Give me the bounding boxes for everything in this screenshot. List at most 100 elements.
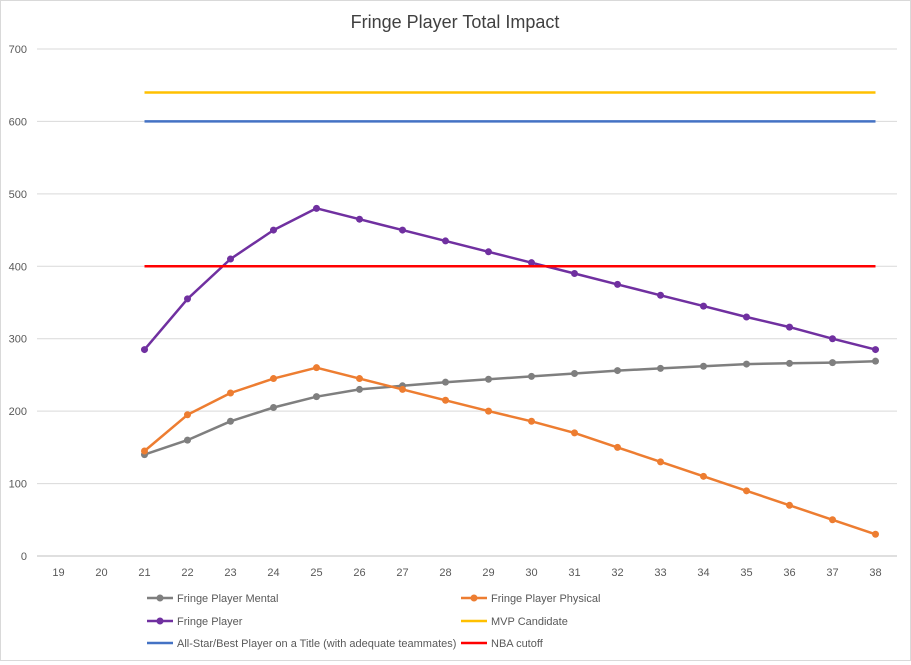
data-point — [356, 375, 363, 383]
x-tick-label: 25 — [310, 567, 322, 579]
data-point — [872, 346, 879, 354]
data-point — [571, 369, 578, 377]
data-point — [657, 291, 664, 299]
data-point — [872, 530, 879, 538]
data-point — [657, 458, 664, 466]
series-line — [143, 207, 876, 351]
legend-entry: Fringe Player Mental — [147, 593, 279, 605]
data-point — [227, 417, 234, 425]
data-point — [270, 226, 277, 234]
y-tick-label: 0 — [21, 551, 27, 563]
series-line — [143, 366, 876, 536]
y-tick-label: 500 — [9, 189, 27, 201]
data-point — [657, 364, 664, 372]
data-point — [227, 255, 234, 263]
legend-entry: Fringe Player Physical — [461, 593, 600, 605]
data-point — [700, 472, 707, 480]
x-tick-label: 37 — [826, 567, 838, 579]
x-tick-label: 34 — [697, 567, 709, 579]
x-tick-label: 32 — [611, 567, 623, 579]
legend-entry: NBA cutoff — [461, 638, 544, 650]
data-point — [485, 248, 492, 256]
x-tick-label: 31 — [568, 567, 580, 579]
data-point — [614, 443, 621, 451]
data-point — [356, 385, 363, 393]
data-point — [141, 346, 148, 354]
legend-entry: MVP Candidate — [461, 616, 568, 628]
data-point — [184, 295, 191, 303]
y-tick-label: 100 — [9, 479, 27, 491]
data-point — [442, 378, 449, 386]
data-point — [614, 367, 621, 375]
x-tick-label: 38 — [869, 567, 881, 579]
data-point — [571, 270, 578, 278]
y-tick-label: 300 — [9, 334, 27, 346]
legend-marker — [470, 594, 478, 602]
x-tick-label: 36 — [783, 567, 795, 579]
data-point — [829, 359, 836, 367]
data-point — [528, 259, 535, 267]
x-tick-label: 24 — [267, 567, 279, 579]
data-point — [786, 359, 793, 367]
y-tick-label: 200 — [9, 406, 27, 418]
x-tick-label: 20 — [95, 567, 107, 579]
data-point — [227, 389, 234, 397]
data-point — [485, 375, 492, 383]
legend-label: Fringe Player Physical — [491, 593, 600, 605]
data-point — [743, 360, 750, 368]
data-point — [270, 375, 277, 383]
data-point — [485, 407, 492, 415]
legend-label: Fringe Player — [177, 616, 243, 628]
legend: Fringe Player Mental Fringe Player Physic… — [147, 593, 600, 650]
x-tick-label: 28 — [439, 567, 451, 579]
data-point — [313, 393, 320, 401]
data-point — [700, 362, 707, 370]
data-point — [614, 280, 621, 288]
legend-entry: Fringe Player — [147, 616, 243, 628]
x-tick-label: 33 — [654, 567, 666, 579]
x-tick-label: 29 — [482, 567, 494, 579]
data-point — [184, 411, 191, 419]
legend-label: Fringe Player Mental — [177, 593, 279, 605]
y-tick-label: 700 — [9, 44, 27, 56]
x-tick-label: 21 — [138, 567, 150, 579]
legend-marker — [156, 617, 164, 625]
legend-label: NBA cutoff — [491, 638, 544, 650]
data-point — [184, 436, 191, 444]
plot-area — [141, 91, 879, 538]
chart-title: Fringe Player Total Impact — [351, 12, 560, 32]
x-tick-label: 19 — [52, 567, 64, 579]
data-point — [872, 357, 879, 365]
data-point — [442, 237, 449, 245]
data-point — [786, 323, 793, 331]
legend-entry: All-Star/Best Player on a Title (with ad… — [147, 638, 456, 650]
x-tick-label: 26 — [353, 567, 365, 579]
data-point — [571, 429, 578, 437]
data-point — [743, 313, 750, 321]
y-tick-label: 400 — [9, 261, 27, 273]
legend-marker — [156, 594, 164, 602]
series-0 — [141, 357, 879, 459]
data-point — [399, 226, 406, 234]
x-tick-label: 30 — [525, 567, 537, 579]
y-tick-label: 600 — [9, 116, 27, 128]
data-point — [141, 447, 148, 455]
series-2 — [141, 204, 879, 354]
data-point — [528, 417, 535, 425]
data-point — [270, 404, 277, 412]
legend-label: All-Star/Best Player on a Title (with ad… — [177, 638, 456, 650]
data-point — [399, 385, 406, 393]
legend-label: MVP Candidate — [491, 616, 568, 628]
data-point — [313, 364, 320, 372]
axes: 0 100 200 300 400 500 600 700 19 20 21 22 23 24 25 26 27… — [9, 44, 897, 579]
data-point — [743, 487, 750, 495]
data-point — [442, 396, 449, 404]
data-point — [829, 516, 836, 524]
data-point — [700, 302, 707, 310]
series-line — [144, 359, 876, 456]
x-tick-label: 27 — [396, 567, 408, 579]
x-tick-label: 23 — [224, 567, 236, 579]
x-tick-label: 35 — [740, 567, 752, 579]
